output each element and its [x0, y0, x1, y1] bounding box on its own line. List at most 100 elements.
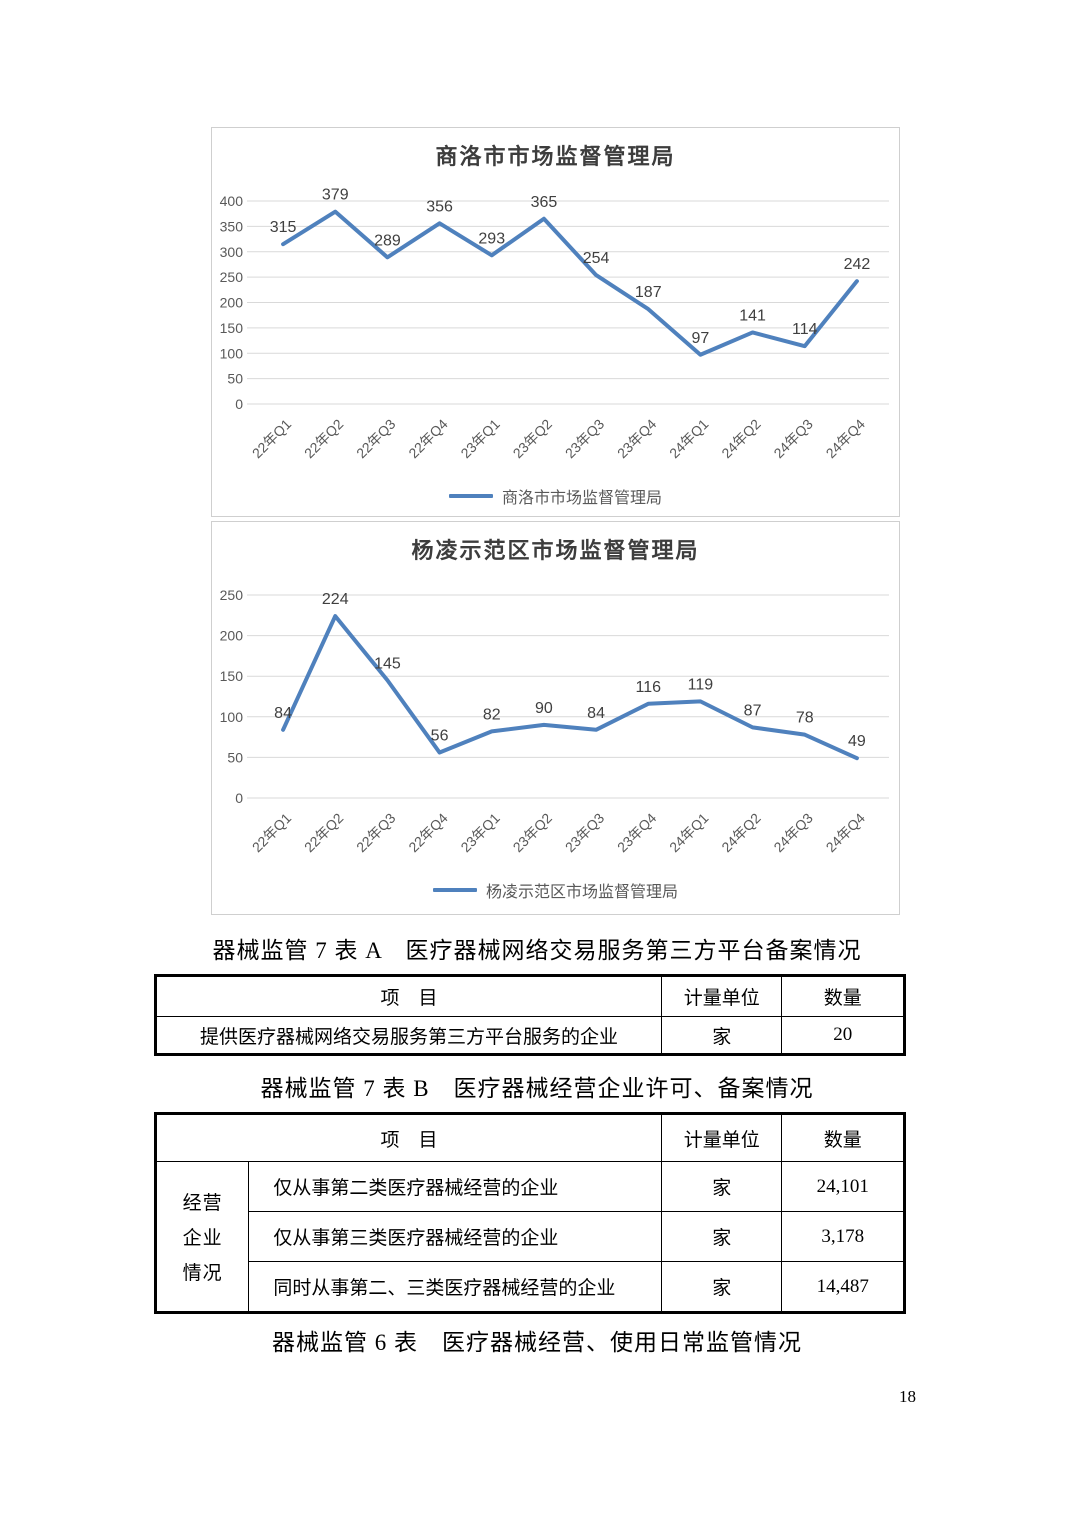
- data-point-label: 49: [848, 733, 866, 750]
- x-axis-tick-label: 22年Q2: [300, 416, 346, 462]
- y-axis-tick-label: 350: [219, 218, 243, 234]
- legend-line-swatch: [448, 494, 493, 498]
- data-point-label: 315: [269, 219, 296, 236]
- row-group-label: 经营 企业 情况: [154, 1161, 250, 1313]
- data-point-label: 56: [430, 728, 448, 745]
- col-header-item: 项 目: [154, 1113, 663, 1162]
- x-axis-tick-label: 22年Q4: [405, 416, 451, 462]
- y-axis-tick-label: 150: [219, 320, 243, 336]
- data-point-label: 289: [374, 232, 401, 249]
- unit-cell: 家: [661, 1211, 783, 1262]
- col-header-quantity: 数量: [781, 975, 905, 1017]
- x-axis-tick-label: 23年Q2: [509, 810, 555, 856]
- col-header-unit: 计量单位: [661, 975, 783, 1017]
- x-axis-tick-label: 22年Q4: [405, 810, 451, 856]
- data-point-label: 114: [791, 321, 817, 338]
- table-row: 同时从事第二、三类医疗器械经营的企业 家 14,487: [156, 1261, 905, 1313]
- x-axis-tick-label: 23年Q2: [509, 416, 555, 462]
- x-axis-tick-label: 22年Q3: [353, 810, 399, 856]
- unit-cell: 家: [661, 1016, 783, 1055]
- data-point-label: 97: [691, 330, 709, 347]
- data-line: [280, 614, 859, 761]
- x-axis-tick-label: 22年Q3: [353, 416, 399, 462]
- group-label-line: 经营: [182, 1193, 223, 1214]
- data-point-label: 84: [274, 705, 292, 722]
- data-point-label: 119: [687, 676, 713, 693]
- data-point-label: 379: [321, 187, 348, 204]
- data-point-label: 84: [587, 705, 605, 722]
- x-axis-tick-label: 23年Q1: [457, 416, 503, 462]
- y-axis-tick-label: 250: [219, 269, 243, 285]
- group-label-line: 情况: [182, 1263, 223, 1284]
- chart-panel-shangluo: 商洛市市场监督管理局 0 50 100 150 200 250 300 350 400 315 37…: [211, 127, 900, 517]
- item-cell: 仅从事第三类医疗器械经营的企业: [248, 1211, 663, 1262]
- legend-line-swatch: [432, 888, 477, 892]
- col-header-quantity: 数量: [781, 1113, 905, 1162]
- x-axis-tick-label: 22年Q1: [248, 416, 294, 462]
- x-axis-tick-label: 22年Q1: [248, 810, 294, 856]
- page-number: 18: [899, 1387, 916, 1406]
- legend-label: 杨凌示范区市场监督管理局: [485, 884, 678, 901]
- table-6-caption: 器械监管 6 表 医疗器械经营、使用日常监管情况: [272, 1330, 802, 1355]
- x-axis-tick-label: 24年Q3: [770, 416, 816, 462]
- y-axis-tick-label: 400: [219, 193, 243, 209]
- unit-cell: 家: [661, 1261, 783, 1313]
- value-cell: 14,487: [781, 1261, 905, 1313]
- y-axis-tick-label: 0: [235, 790, 243, 806]
- x-axis-tick-label: 23年Q4: [613, 810, 659, 856]
- x-axis-tick-label: 23年Q4: [613, 416, 659, 462]
- x-axis-tick-label: 22年Q2: [300, 810, 346, 856]
- x-axis-tick-label: 24年Q1: [666, 810, 712, 856]
- data-point-label: 356: [426, 198, 453, 215]
- chart-legend: 商洛市市场监督管理局: [448, 484, 662, 508]
- data-point-label: 87: [743, 702, 761, 719]
- data-point-label: 116: [635, 679, 661, 696]
- x-axis-tick-label: 24年Q4: [822, 810, 868, 856]
- table-b-caption: 器械监管 7 表 B 医疗器械经营企业许可、备案情况: [260, 1076, 814, 1101]
- data-point-label: 365: [530, 194, 557, 211]
- x-axis-tick-label: 24年Q2: [718, 810, 764, 856]
- data-point-label: 293: [478, 230, 505, 247]
- table-a-caption: 器械监管 7 表 A 医疗器械网络交易服务第三方平台备案情况: [212, 938, 862, 963]
- group-label-line: 企业: [182, 1228, 223, 1249]
- data-point-label: 242: [843, 256, 870, 273]
- y-axis-tick-label: 250: [219, 587, 243, 603]
- data-point-label: 187: [634, 284, 661, 301]
- table-row: 经营 企业 情况 仅从事第二类医疗器械经营的企业 家 24,101: [154, 1161, 905, 1313]
- value-cell: 24,101: [781, 1161, 905, 1212]
- table-platform-registration: 项 目 计量单位 数量 提供医疗器械网络交易服务第三方平台服务的企业 家 20: [154, 974, 906, 1056]
- col-header-unit: 计量单位: [661, 1113, 783, 1162]
- data-point-label: 78: [795, 710, 813, 727]
- data-point-label: 254: [582, 250, 609, 267]
- y-axis-tick-label: 200: [219, 628, 243, 644]
- chart-panel-yangling: 杨凌示范区市场监督管理局 0 50 100 150 200 250 84 224 145 56 82…: [211, 521, 900, 915]
- value-cell: 20: [781, 1016, 905, 1055]
- chart-title: 商洛市市场监督管理局: [435, 144, 676, 169]
- data-point-label: 90: [535, 700, 553, 717]
- chart-title: 杨凌示范区市场监督管理局: [411, 538, 700, 563]
- x-axis-tick-label: 23年Q1: [457, 810, 503, 856]
- y-axis-tick-label: 50: [227, 749, 243, 765]
- y-axis-tick-label: 200: [219, 295, 243, 311]
- table-row: 提供医疗器械网络交易服务第三方平台服务的企业 家 20: [154, 1016, 905, 1055]
- y-axis-tick-label: 0: [235, 396, 243, 412]
- value-cell: 3,178: [781, 1211, 905, 1262]
- chart-legend: 杨凌示范区市场监督管理局: [432, 878, 678, 902]
- legend-label: 商洛市市场监督管理局: [501, 490, 662, 507]
- col-header-item: 项 目: [154, 975, 663, 1017]
- y-axis-tick-label: 150: [219, 668, 243, 684]
- y-axis-tick-label: 300: [219, 244, 243, 260]
- table-a-header-row: 项 目 计量单位 数量: [154, 975, 905, 1017]
- line-chart-shangluo: 0 50 100 150 200 250 300 350 400 315 379 289 356 293 3…: [219, 187, 889, 462]
- data-point-label: 145: [374, 655, 401, 672]
- x-axis-tick-label: 24年Q1: [666, 416, 712, 462]
- y-axis-tick-label: 100: [219, 709, 243, 725]
- unit-cell: 家: [661, 1161, 783, 1212]
- data-point-label: 141: [739, 307, 766, 324]
- line-chart-yangling: 0 50 100 150 200 250 84 224 145 56 82 90 84 116 119 87 7…: [219, 587, 889, 856]
- x-axis-tick-label: 24年Q4: [822, 416, 868, 462]
- y-axis-tick-label: 100: [219, 345, 243, 361]
- data-line: [280, 209, 859, 357]
- data-point-label: 82: [482, 706, 500, 723]
